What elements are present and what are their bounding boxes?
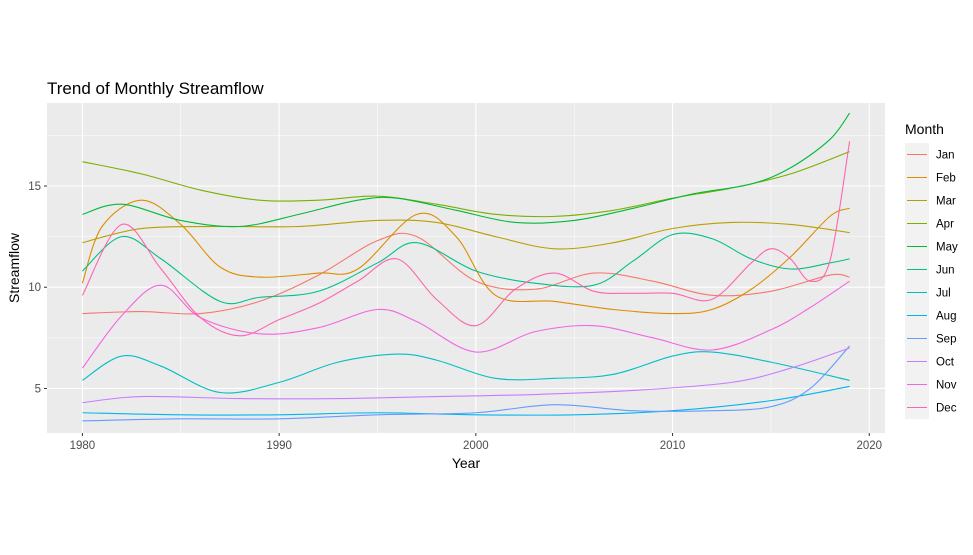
legend-label-oct: Oct xyxy=(936,357,955,369)
y-tick-label: 5 xyxy=(35,383,41,395)
legend-label-apr: Apr xyxy=(936,219,954,231)
x-axis-label: Year xyxy=(452,455,481,471)
x-tick-label: 1980 xyxy=(70,440,96,452)
legend-label-jan: Jan xyxy=(936,150,955,162)
series-line-aug xyxy=(82,385,850,416)
series-line-may xyxy=(82,112,851,228)
x-tick-label: 2010 xyxy=(660,440,686,452)
series-line-jun xyxy=(82,232,850,305)
series-lines xyxy=(81,112,851,422)
series-line-feb xyxy=(81,199,850,315)
series-line-nov xyxy=(81,280,850,369)
y-axis: 5 10 15 xyxy=(28,181,47,395)
series-line-jan xyxy=(82,232,850,315)
series-line-jul xyxy=(82,351,850,394)
minor-gridlines xyxy=(47,103,885,433)
series-line-oct xyxy=(82,347,850,404)
y-axis-label: Streamflow xyxy=(6,232,22,303)
legend-title: Month xyxy=(905,121,944,137)
legend-label-jun: Jun xyxy=(936,265,955,277)
legend-label-jul: Jul xyxy=(936,288,951,300)
y-tick-label: 15 xyxy=(28,181,41,193)
legend-label-feb: Feb xyxy=(936,173,956,185)
legend-label-mar: Mar xyxy=(936,196,956,208)
series-line-sep xyxy=(82,345,850,422)
chart-title: Trend of Monthly Streamflow xyxy=(47,79,264,98)
y-tick-label: 10 xyxy=(28,282,41,294)
x-tick-label: 1990 xyxy=(266,440,292,452)
legend-label-aug: Aug xyxy=(936,311,956,323)
legend: Month Jan Feb Mar Apr May Jun Jul Aug Sep Oct Nov D… xyxy=(905,121,958,419)
legend-label-may: May xyxy=(936,242,958,254)
x-tick-label: 2000 xyxy=(463,440,489,452)
major-gridlines xyxy=(47,103,885,433)
x-axis: 1980 1990 2000 2010 2020 xyxy=(70,433,882,452)
legend-label-nov: Nov xyxy=(936,380,957,392)
legend-label-sep: Sep xyxy=(936,334,956,346)
legend-items: Jan Feb Mar Apr May Jun Jul Aug Sep Oct Nov Dec xyxy=(905,143,958,419)
x-tick-label: 2020 xyxy=(856,440,882,452)
legend-label-dec: Dec xyxy=(936,403,957,415)
series-line-dec xyxy=(81,141,851,337)
